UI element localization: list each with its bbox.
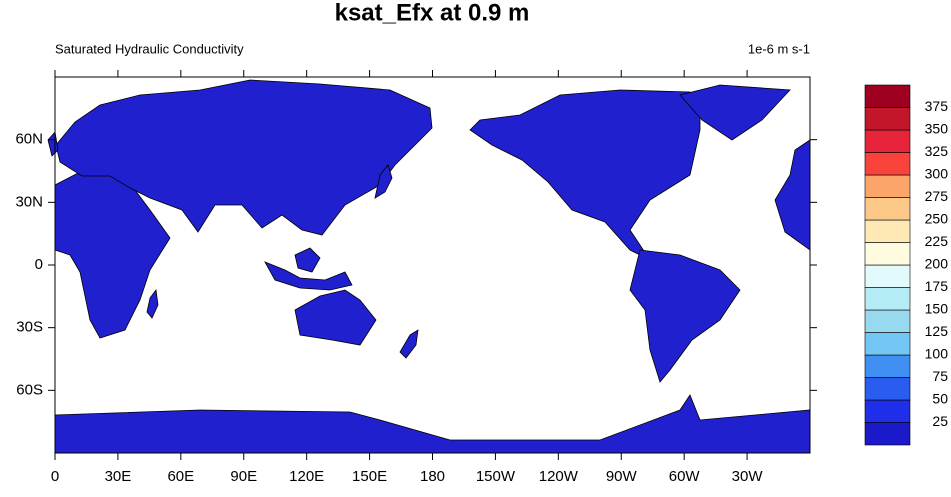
colorbar-box	[864, 399, 911, 423]
colorbar-label: 225	[925, 233, 949, 249]
x-tick-label: 120W	[539, 468, 579, 485]
colorbar-box	[864, 309, 911, 333]
colorbar-box	[864, 197, 911, 221]
colorbar-box	[864, 84, 911, 108]
madagascar	[146, 288, 159, 319]
colorbar-box	[864, 174, 911, 198]
eurasia	[55, 79, 433, 236]
colorbar-label: 200	[925, 256, 949, 272]
colorbar-label: 275	[925, 188, 949, 204]
colorbar-label: 250	[925, 211, 949, 227]
y-tick-label: 0	[35, 256, 43, 273]
colorbar-label: 125	[925, 323, 949, 339]
colorbar-label: 100	[925, 346, 949, 362]
australia	[294, 289, 377, 346]
y-tick-label: 60S	[16, 381, 43, 398]
x-tick-label: 0	[51, 468, 59, 485]
colorbar-box	[864, 287, 911, 311]
new-zealand	[399, 329, 419, 359]
colorbar-label: 150	[925, 301, 949, 317]
north-america	[469, 89, 701, 262]
x-tick-label: 120E	[289, 468, 324, 485]
colorbar-label: 175	[925, 278, 949, 294]
colorbar-box	[864, 219, 911, 243]
y-tick-label: 30S	[16, 319, 43, 336]
x-tick-label: 90W	[606, 468, 638, 485]
colorbar-box	[864, 152, 911, 176]
south-america	[629, 249, 741, 383]
subtitle: Saturated Hydraulic Conductivity	[55, 41, 244, 56]
x-tick-label: 150W	[476, 468, 516, 485]
x-tick-label: 180	[420, 468, 445, 485]
colorbar-box	[864, 129, 911, 153]
x-tick-label: 150E	[352, 468, 387, 485]
colorbar-box	[864, 377, 911, 401]
units: 1e-6 m s-1	[748, 41, 810, 56]
colorbar-label: 25	[932, 413, 948, 429]
indonesia	[264, 261, 353, 291]
y-tick-label: 60N	[15, 131, 43, 148]
x-tick-label: 30W	[732, 468, 764, 485]
colorbar-label: 75	[932, 368, 948, 384]
colorbar-box	[864, 332, 911, 356]
colorbar-label: 350	[925, 121, 949, 137]
colorbar-label: 50	[932, 391, 948, 407]
colorbar-label: 375	[925, 98, 949, 114]
colorbar-box	[864, 354, 911, 378]
colorbar-label: 325	[925, 143, 949, 159]
colorbar-box	[864, 242, 911, 266]
colorbar-box	[864, 107, 911, 131]
colorbar-box	[864, 264, 911, 288]
colorbar-label: 300	[925, 166, 949, 182]
greenland	[679, 84, 791, 141]
x-tick-label: 30E	[105, 468, 132, 485]
borneo	[294, 247, 321, 273]
colorbar-box	[864, 422, 911, 446]
japan	[374, 164, 393, 199]
y-tick-label: 30N	[15, 193, 43, 210]
land	[47, 77, 811, 454]
title: ksat_Efx at 0.9 m	[335, 0, 530, 26]
x-tick-label: 60W	[669, 468, 701, 485]
x-tick-label: 90E	[230, 468, 257, 485]
x-tick-label: 60E	[167, 468, 194, 485]
